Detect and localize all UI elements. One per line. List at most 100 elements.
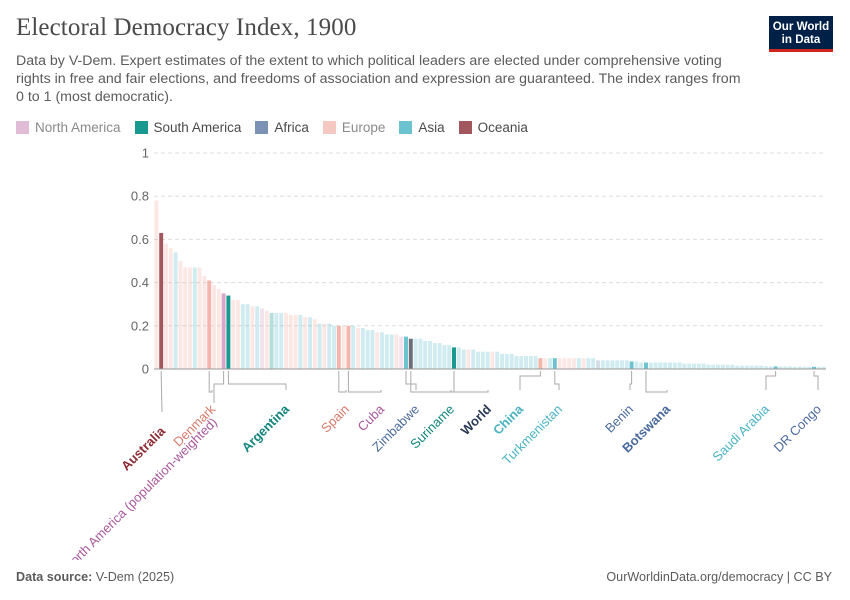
bar (500, 353, 504, 369)
bar-label: DR Congo (771, 402, 825, 456)
legend-label-south-america: South America (153, 120, 242, 135)
bar (677, 362, 682, 369)
bar (197, 267, 202, 369)
bar (351, 325, 356, 369)
bar (298, 315, 303, 369)
bar (596, 360, 600, 369)
bar (375, 332, 380, 369)
bar-label: North America (population-weighted) (60, 415, 220, 560)
bar (437, 343, 442, 369)
bar (408, 338, 413, 369)
bar (524, 356, 528, 369)
bar (495, 351, 500, 369)
bar (380, 332, 384, 369)
bar (533, 356, 538, 369)
bar (279, 312, 284, 369)
bar (466, 349, 471, 369)
bar (744, 365, 749, 369)
bar (418, 338, 423, 369)
legend-item-europe[interactable]: Europe (322, 120, 385, 135)
bar (394, 334, 399, 369)
legend-label-africa: Africa (274, 120, 309, 135)
bar (620, 360, 624, 369)
legend-item-asia[interactable]: Asia (399, 120, 445, 135)
bar (389, 334, 394, 369)
legend-item-south-america[interactable]: South America (134, 120, 242, 135)
bar (528, 356, 533, 369)
chart-subtitle: Data by V-Dem. Expert estimates of the e… (16, 53, 741, 105)
footer-url[interactable]: OurWorldinData.org/democracy | CC BY (606, 570, 832, 584)
bar (423, 340, 428, 369)
bar (303, 317, 308, 369)
bar (687, 363, 692, 369)
bar (245, 304, 250, 369)
bar (192, 267, 197, 369)
bar (312, 319, 317, 369)
bar (768, 366, 773, 369)
bar (202, 276, 207, 369)
legend-label-oceania: Oceania (477, 120, 528, 135)
bar (624, 360, 629, 369)
bar (749, 365, 754, 369)
bar (490, 351, 495, 369)
legend-item-africa[interactable]: Africa (255, 120, 309, 135)
bar (428, 340, 432, 369)
bar (672, 362, 677, 369)
bar (456, 347, 461, 369)
bar (562, 358, 567, 369)
legend-item-oceania[interactable]: Oceania (458, 120, 528, 135)
bar (250, 306, 255, 369)
label-connector (410, 371, 489, 393)
bar (221, 293, 226, 369)
bar (173, 252, 178, 369)
bar (231, 299, 236, 369)
bar (288, 315, 293, 369)
bar (413, 338, 418, 369)
legend-label-north-america: North America (35, 120, 121, 135)
bar (216, 289, 221, 369)
bar (778, 366, 783, 369)
bar (759, 365, 764, 369)
legend-item-north-america[interactable]: North America (16, 120, 121, 135)
bar (164, 243, 168, 369)
label-connector (629, 371, 633, 390)
bar (600, 360, 605, 369)
label-connector (213, 371, 225, 403)
y-tick-label: 0 (142, 362, 149, 377)
label-connector (519, 371, 541, 390)
bar (816, 366, 821, 369)
bar (514, 356, 519, 369)
y-tick-label: 0.6 (131, 232, 149, 247)
bar (572, 358, 576, 369)
owid-logo[interactable]: Our World in Data (769, 16, 833, 52)
bar (504, 353, 509, 369)
bar (332, 325, 336, 369)
bar (317, 323, 322, 369)
bar (653, 362, 658, 369)
bar (773, 366, 778, 369)
bar (730, 364, 735, 369)
bar (711, 364, 716, 369)
bar (567, 358, 572, 369)
bar (255, 306, 260, 369)
y-tick-label: 0.2 (131, 318, 149, 333)
legend: North America South America Africa Europ… (16, 120, 542, 135)
bar (404, 336, 408, 369)
bar (207, 280, 212, 369)
label-connector (450, 371, 455, 393)
bar (183, 267, 188, 369)
bar (178, 261, 183, 369)
bar (543, 358, 548, 369)
bar (538, 358, 543, 369)
bar (644, 362, 648, 369)
bar (720, 364, 725, 369)
bar (639, 362, 644, 369)
source-label: Data source: (16, 570, 93, 584)
bar (615, 360, 620, 369)
label-connector (554, 371, 560, 390)
bar (212, 284, 216, 369)
legend-swatch-europe (322, 121, 336, 134)
bar (442, 345, 447, 369)
bar (264, 310, 269, 369)
